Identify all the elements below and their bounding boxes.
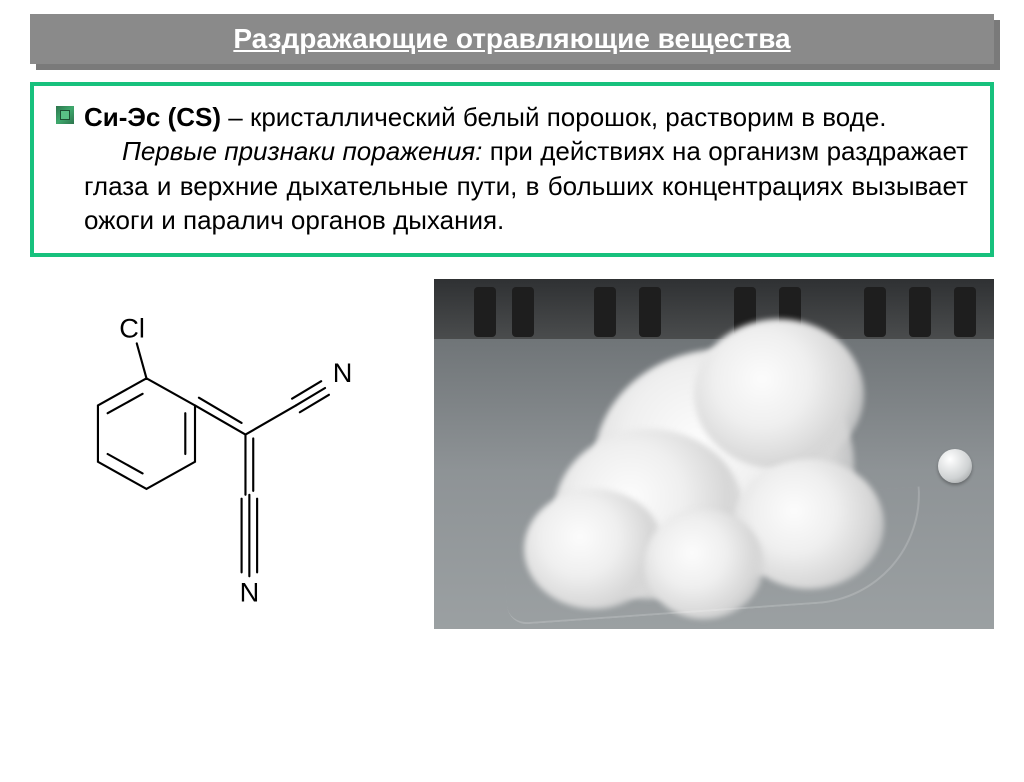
label-n2: N xyxy=(240,577,260,608)
label-n1: N xyxy=(333,357,353,388)
paragraph-2: Первые признаки поражения: при действиях… xyxy=(84,134,968,237)
photo-leg xyxy=(639,287,661,337)
label-cl: Cl xyxy=(119,313,145,344)
symptoms-label: Первые признаки поражения: xyxy=(122,136,482,166)
content-box: Си-Эс (CS) – кристаллический белый порош… xyxy=(30,82,994,257)
cs-desc: – кристаллический белый порошок, раствор… xyxy=(221,102,886,132)
cs-name: Си-Эс (CS) xyxy=(84,102,221,132)
paragraph-1: Си-Эс (CS) – кристаллический белый порош… xyxy=(84,100,968,134)
photo-leg xyxy=(594,287,616,337)
chemical-structure: Cl N N xyxy=(30,289,360,619)
photo-ball xyxy=(938,449,972,483)
photo-smoke-blob xyxy=(694,319,864,469)
photo-leg xyxy=(954,287,976,337)
photo-leg xyxy=(909,287,931,337)
bullet-row: Си-Эс (CS) – кристаллический белый порош… xyxy=(56,100,968,237)
slide-title-wrap: Раздражающие отравляющие вещества xyxy=(30,14,994,64)
photo-leg xyxy=(474,287,496,337)
bullet-icon xyxy=(56,106,74,124)
photo-leg xyxy=(864,287,886,337)
photo-cs-gas xyxy=(434,279,994,629)
photo-leg xyxy=(512,287,534,337)
slide-title: Раздражающие отравляющие вещества xyxy=(30,14,994,64)
body-text: Си-Эс (CS) – кристаллический белый порош… xyxy=(84,100,968,237)
lower-area: Cl N N xyxy=(30,279,994,649)
